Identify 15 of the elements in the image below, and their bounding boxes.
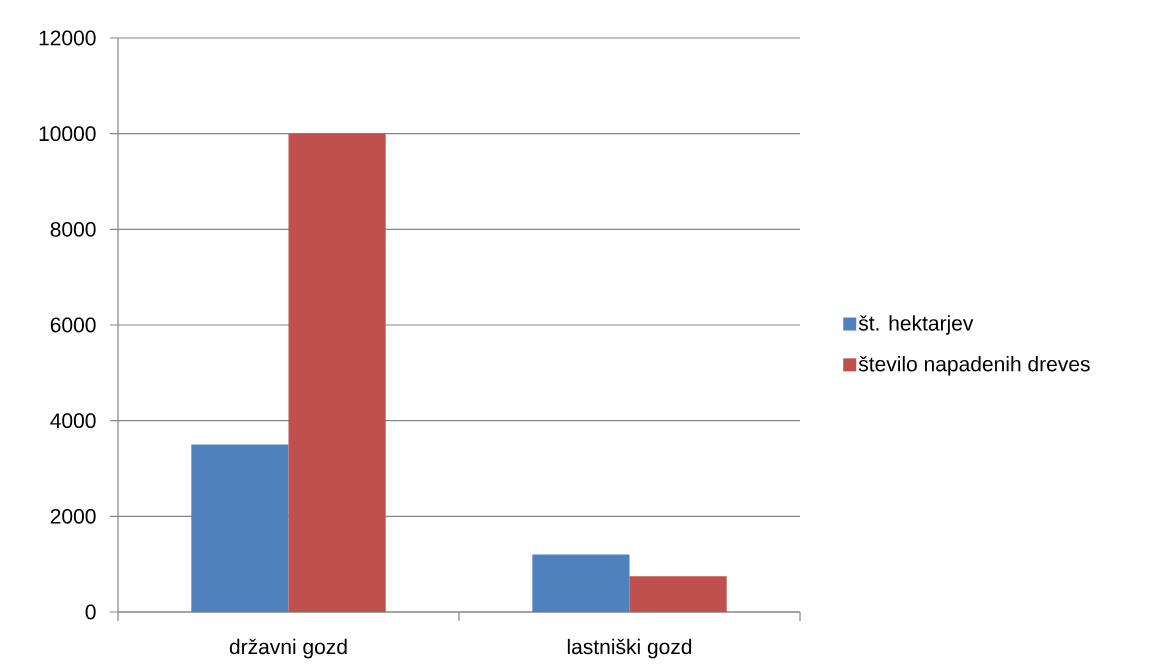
y-tick-label: 0 [85, 604, 96, 620]
y-tick-label: 6000 [50, 317, 96, 333]
bar [532, 554, 630, 612]
bar [191, 444, 289, 612]
legend-label: št. hektarjev [858, 315, 974, 335]
y-tick-label: 4000 [50, 413, 96, 429]
y-tick-label: 10000 [39, 126, 96, 142]
y-tick-label: 2000 [50, 508, 96, 524]
x-tick-label: državni gozd [229, 638, 347, 659]
y-tick-label: 8000 [50, 221, 96, 237]
x-tick-label: lastniški gozd [567, 638, 692, 659]
bar [288, 133, 386, 612]
legend-label: število napadenih dreves [858, 355, 1090, 376]
y-tick-label: 12000 [39, 30, 96, 46]
bar [629, 576, 727, 612]
